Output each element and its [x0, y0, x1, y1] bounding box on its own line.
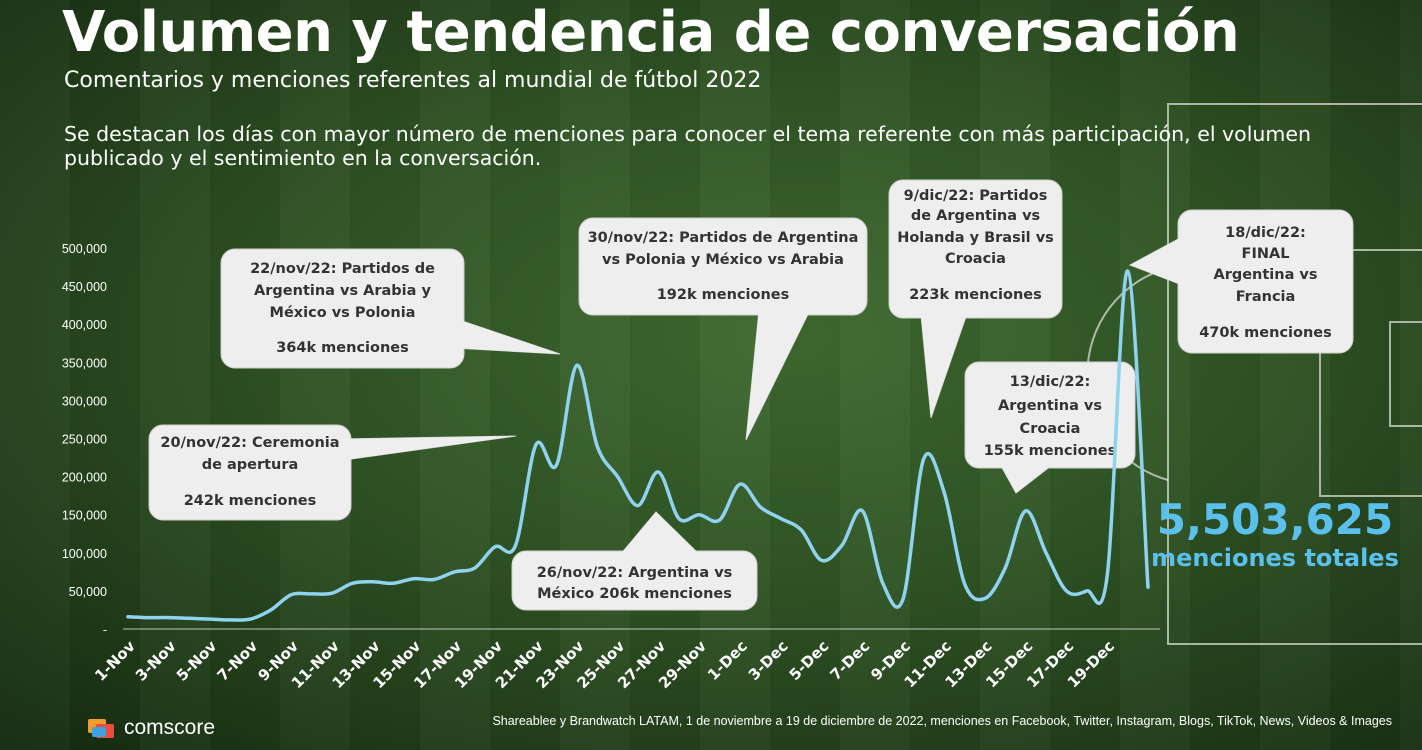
y-tick-label: 500,000 [62, 242, 107, 256]
x-tick-label: 5-Dec [786, 637, 833, 684]
callout-text: 155k menciones [984, 443, 1117, 459]
y-tick-label: 150,000 [62, 509, 107, 523]
y-tick-label: 250,000 [62, 433, 107, 447]
callout-text: 22/nov/22: Partidos de [250, 261, 435, 277]
y-tick-label: 200,000 [62, 471, 107, 485]
x-tick-label: 1-Nov [91, 637, 139, 685]
callout-text: vs Polonia y México vs Arabia [602, 252, 844, 268]
callout-box [578, 217, 868, 316]
x-tick-label: 7-Nov [214, 637, 262, 685]
callout-detail: 364k menciones [276, 340, 409, 356]
callout-text: Croacia [945, 251, 1006, 267]
callout-pointer-fill [620, 512, 700, 555]
callout-pointer-fill [280, 436, 516, 462]
callout-text: Francia [1236, 289, 1296, 305]
page-description: Se destacan los días con mayor número de… [64, 122, 1311, 170]
x-tick-label: 5-Nov [173, 637, 221, 685]
callout-text: de Argentina vs [911, 208, 1040, 224]
x-tick-label: 3-Dec [745, 637, 792, 684]
y-tick-label: 100,000 [62, 547, 107, 561]
callout-text: Croacia [1020, 421, 1081, 437]
callout-detail: 192k menciones [657, 287, 790, 303]
x-tick-label: 1-Dec [704, 637, 751, 684]
callout-text: de apertura [202, 457, 299, 473]
callout-detail: 242k menciones [184, 493, 317, 509]
callout-text: Holanda y Brasil vs [897, 230, 1054, 246]
comscore-logo: comscore [88, 716, 215, 740]
page-title: Volumen y tendencia de conversación [62, 0, 1240, 65]
callout-pointer-fill [746, 300, 815, 440]
callout-pointer-fill [995, 455, 1065, 493]
callout-detail: 223k menciones [909, 287, 1042, 303]
total-mentions-value: 5,503,625 [1156, 495, 1394, 544]
callout-text: 13/dic/22: [1010, 374, 1091, 390]
comscore-logo-text: comscore [124, 716, 216, 739]
callout-text: FINAL [1242, 246, 1290, 262]
source-note: Shareablee y Brandwatch LATAM, 1 de novi… [492, 714, 1392, 728]
callout-text: México vs Polonia [270, 305, 416, 321]
callout-pointer-fill [400, 300, 560, 354]
x-tick-label: 3-Nov [132, 637, 180, 685]
y-tick-label: 400,000 [62, 318, 107, 332]
chart-callouts: 20/nov/22: Ceremonia de apertura 242k menc… [148, 179, 1354, 611]
callout-text: Argentina vs [1213, 267, 1317, 283]
callout-text: 30/nov/22: Partidos de Argentina [588, 230, 859, 246]
callout-pointer-fill [920, 305, 970, 418]
x-tick-label: 7-Dec [826, 637, 873, 684]
callout-text: Argentina vs Arabia y [254, 283, 431, 299]
page-subtitle: Comentarios y menciones referentes al mu… [64, 68, 762, 93]
chart-series [126, 269, 1150, 622]
y-tick-label: - [103, 623, 107, 637]
y-tick-label: 50,000 [69, 585, 107, 599]
callout-text: México 206k menciones [537, 586, 732, 602]
callout-text: Argentina vs [998, 398, 1102, 414]
callout-box [888, 179, 1063, 319]
callout-detail: 470k menciones [1199, 325, 1332, 341]
total-mentions-label: menciones totales [1151, 544, 1399, 572]
callout-text: 20/nov/22: Ceremonia [160, 435, 339, 451]
callout-text: 9/dic/22: Partidos [904, 188, 1048, 204]
y-tick-label: 300,000 [62, 394, 107, 408]
y-tick-label: 350,000 [62, 356, 107, 370]
comscore-logo-icon [88, 717, 116, 739]
callout-box [964, 361, 1136, 469]
callout-text: 26/nov/22: Argentina vs [537, 565, 733, 581]
series-line [126, 269, 1150, 622]
y-tick-label: 450,000 [62, 280, 107, 294]
callout-text: 18/dic/22: [1225, 225, 1306, 241]
callout-pointer-fill [1130, 230, 1195, 290]
